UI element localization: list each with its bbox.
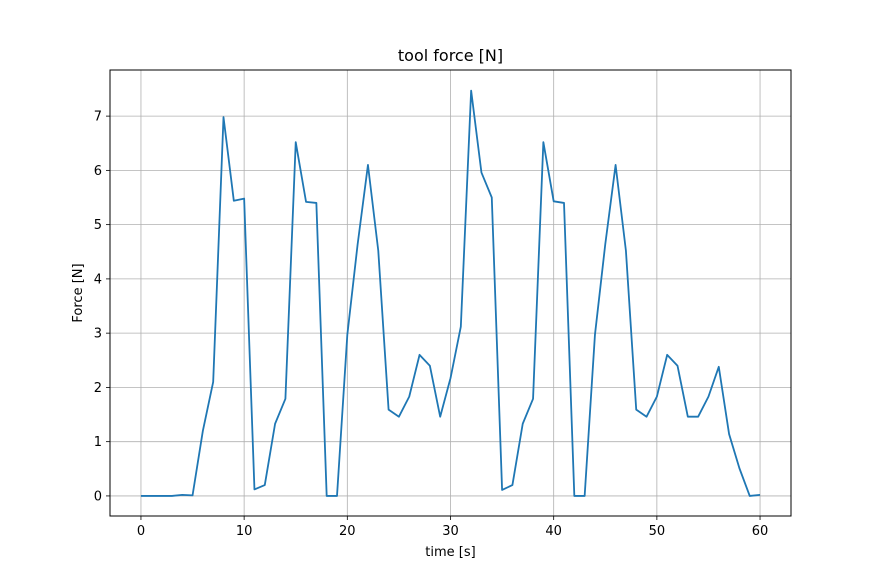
x-tick-label: 60 [752,524,769,539]
x-tick-label: 10 [236,524,253,539]
y-tick-label: 1 [94,435,102,450]
y-tick-label: 0 [94,489,102,504]
x-tick-label: 30 [442,524,459,539]
series-layer [140,89,761,497]
y-tick-label: 6 [94,164,102,179]
y-tick-label: 4 [94,272,102,287]
x-tick-label: 0 [137,524,145,539]
series-line-tool-force [140,89,761,497]
chart-title: tool force [N] [398,46,503,65]
grid [110,70,791,516]
y-tick-label: 2 [94,381,102,396]
x-tick-label: 20 [339,524,356,539]
y-tick-label: 3 [94,327,102,342]
x-tick-label: 50 [649,524,666,539]
y-tick-label: 5 [94,218,102,233]
y-tick-label: 7 [94,110,102,125]
x-axis-label: time [s] [425,545,475,560]
ticks: 0 10 20 30 40 50 60 0 1 2 3 4 5 6 7 [94,110,769,539]
x-tick-label: 40 [545,524,562,539]
y-axis-label: Force [N] [71,263,86,322]
